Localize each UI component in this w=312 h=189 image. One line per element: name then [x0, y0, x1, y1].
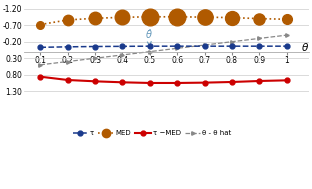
- Text: θ̂: θ̂: [145, 30, 152, 46]
- Text: θ: θ: [302, 43, 308, 53]
- Legend: τ, MED, τ −MED, θ - θ hat: τ, MED, τ −MED, θ - θ hat: [70, 127, 234, 139]
